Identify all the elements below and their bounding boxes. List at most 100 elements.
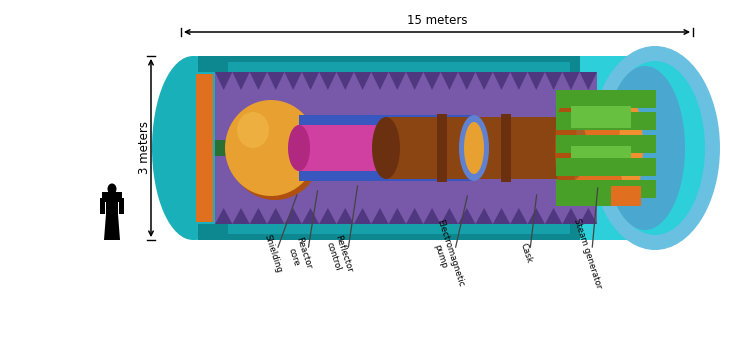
- Polygon shape: [302, 208, 320, 224]
- Polygon shape: [510, 208, 527, 224]
- Bar: [571, 106, 631, 128]
- Polygon shape: [112, 214, 120, 240]
- Bar: [386, 117, 571, 179]
- Ellipse shape: [555, 115, 587, 181]
- Polygon shape: [562, 72, 580, 90]
- Polygon shape: [527, 72, 545, 90]
- Text: Steam generator: Steam generator: [572, 217, 603, 289]
- Polygon shape: [302, 72, 320, 90]
- Polygon shape: [510, 72, 527, 90]
- Bar: [436, 114, 446, 182]
- Ellipse shape: [605, 66, 685, 230]
- Polygon shape: [354, 72, 371, 90]
- Polygon shape: [354, 208, 371, 224]
- Ellipse shape: [459, 115, 489, 181]
- Bar: [106, 192, 118, 214]
- Bar: [198, 56, 580, 72]
- Ellipse shape: [237, 112, 269, 148]
- Polygon shape: [545, 72, 562, 90]
- Text: Cask: Cask: [518, 242, 533, 265]
- Bar: [556, 180, 656, 198]
- Ellipse shape: [555, 100, 577, 196]
- Bar: [571, 146, 631, 158]
- Polygon shape: [441, 72, 458, 90]
- Ellipse shape: [152, 56, 234, 240]
- Polygon shape: [320, 72, 337, 90]
- Text: 3 meters: 3 meters: [139, 121, 152, 175]
- Polygon shape: [250, 72, 267, 90]
- Polygon shape: [284, 208, 302, 224]
- Bar: [556, 90, 656, 108]
- Polygon shape: [232, 208, 250, 224]
- Polygon shape: [493, 72, 510, 90]
- Polygon shape: [406, 208, 423, 224]
- Text: Electromagnetic
pump: Electromagnetic pump: [426, 218, 466, 292]
- Ellipse shape: [605, 61, 705, 235]
- Bar: [193, 56, 655, 240]
- Polygon shape: [562, 208, 580, 224]
- Ellipse shape: [619, 100, 643, 196]
- Bar: [228, 62, 570, 72]
- Text: Shielding: Shielding: [262, 233, 284, 274]
- Ellipse shape: [372, 117, 400, 179]
- Polygon shape: [371, 72, 388, 90]
- Bar: [100, 198, 105, 214]
- Polygon shape: [301, 128, 331, 168]
- Text: Reflector
control: Reflector control: [323, 233, 354, 276]
- Polygon shape: [458, 72, 476, 90]
- Polygon shape: [580, 72, 597, 90]
- Bar: [566, 100, 631, 196]
- Text: 15 meters: 15 meters: [406, 14, 467, 27]
- Polygon shape: [476, 208, 493, 224]
- Bar: [501, 114, 512, 182]
- Polygon shape: [423, 72, 441, 90]
- Polygon shape: [250, 208, 267, 224]
- Polygon shape: [458, 208, 476, 224]
- Bar: [196, 74, 213, 222]
- Polygon shape: [337, 72, 354, 90]
- Ellipse shape: [288, 125, 310, 171]
- Bar: [215, 140, 597, 156]
- Polygon shape: [476, 72, 493, 90]
- Ellipse shape: [590, 46, 720, 250]
- Bar: [102, 192, 122, 202]
- Polygon shape: [388, 72, 406, 90]
- Ellipse shape: [464, 122, 484, 174]
- Bar: [193, 56, 655, 240]
- Ellipse shape: [463, 125, 485, 171]
- Polygon shape: [337, 208, 354, 224]
- Bar: [119, 198, 124, 214]
- Polygon shape: [267, 72, 284, 90]
- Polygon shape: [215, 72, 232, 90]
- Bar: [556, 112, 656, 130]
- Bar: [556, 135, 656, 153]
- Ellipse shape: [107, 183, 116, 195]
- Bar: [198, 224, 580, 240]
- Bar: [556, 90, 636, 206]
- Ellipse shape: [229, 104, 321, 200]
- Bar: [299, 171, 474, 181]
- Text: Reactor
core: Reactor core: [284, 236, 313, 274]
- Bar: [299, 125, 474, 171]
- Polygon shape: [423, 208, 441, 224]
- Polygon shape: [441, 208, 458, 224]
- Polygon shape: [215, 208, 232, 224]
- Polygon shape: [232, 72, 250, 90]
- Polygon shape: [493, 208, 510, 224]
- Polygon shape: [104, 214, 112, 240]
- Polygon shape: [267, 208, 284, 224]
- Ellipse shape: [225, 100, 317, 196]
- Polygon shape: [371, 208, 388, 224]
- Bar: [228, 224, 570, 234]
- Polygon shape: [580, 208, 597, 224]
- Bar: [299, 115, 474, 125]
- Bar: [215, 72, 597, 224]
- Polygon shape: [284, 72, 302, 90]
- Bar: [611, 186, 641, 206]
- Polygon shape: [320, 208, 337, 224]
- Polygon shape: [527, 208, 545, 224]
- Polygon shape: [406, 72, 423, 90]
- Bar: [556, 158, 656, 176]
- Polygon shape: [388, 208, 406, 224]
- Polygon shape: [545, 208, 562, 224]
